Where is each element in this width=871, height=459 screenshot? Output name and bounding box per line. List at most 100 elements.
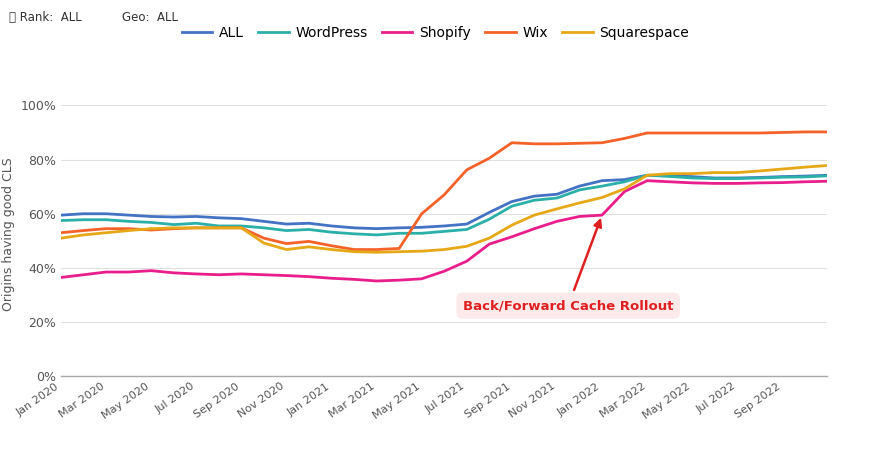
Wix <box>124 226 134 231</box>
WordPress <box>597 183 607 189</box>
Squarespace <box>665 171 675 176</box>
ALL <box>304 220 314 226</box>
Shopify <box>800 179 810 185</box>
Squarespace <box>462 244 472 249</box>
Squarespace <box>213 225 224 230</box>
Squarespace <box>484 235 495 241</box>
Squarespace <box>236 225 246 230</box>
Shopify <box>56 274 66 280</box>
Squarespace <box>281 247 292 252</box>
Shopify <box>236 271 246 277</box>
Shopify <box>665 179 675 185</box>
ALL <box>574 183 584 189</box>
Shopify <box>191 271 201 277</box>
ALL <box>101 211 111 217</box>
WordPress <box>259 225 269 230</box>
Wix <box>597 140 607 146</box>
ALL <box>236 216 246 221</box>
Squarespace <box>619 186 630 191</box>
Shopify <box>777 180 787 185</box>
ALL <box>78 211 89 217</box>
Wix <box>416 211 427 217</box>
ALL <box>416 224 427 230</box>
ALL <box>213 215 224 221</box>
Wix <box>710 130 720 136</box>
Wix <box>530 141 540 146</box>
ALL <box>484 210 495 215</box>
Shopify <box>327 275 337 281</box>
Wix <box>507 140 517 146</box>
Shopify <box>754 180 765 185</box>
Squarespace <box>348 249 359 254</box>
Squarespace <box>777 166 787 172</box>
Wix <box>168 226 179 231</box>
Shopify <box>710 181 720 186</box>
Wix <box>371 247 381 252</box>
WordPress <box>236 223 246 229</box>
WordPress <box>551 195 562 201</box>
Squarespace <box>394 249 404 254</box>
Squarespace <box>416 248 427 254</box>
ALL <box>146 214 157 219</box>
Shopify <box>462 258 472 264</box>
Wix <box>191 225 201 230</box>
Wix <box>619 136 630 141</box>
ALL <box>822 173 833 178</box>
ALL <box>168 214 179 220</box>
Wix <box>439 192 449 197</box>
Wix <box>101 226 111 231</box>
Wix <box>484 156 495 161</box>
WordPress <box>168 222 179 227</box>
Squarespace <box>304 244 314 250</box>
ALL <box>327 223 337 229</box>
Wix <box>213 225 224 230</box>
Shopify <box>78 272 89 278</box>
ALL <box>777 174 787 179</box>
Shopify <box>530 226 540 231</box>
Shopify <box>213 272 224 278</box>
Squarespace <box>642 173 652 178</box>
Shopify <box>574 214 584 219</box>
Wix <box>281 241 292 246</box>
Squarespace <box>124 228 134 233</box>
Squarespace <box>754 168 765 174</box>
Wix <box>822 129 833 134</box>
Squarespace <box>574 200 584 206</box>
Wix <box>551 141 562 146</box>
ALL <box>259 218 269 224</box>
Wix <box>259 235 269 241</box>
ALL <box>439 223 449 229</box>
Text: 📊 Rank:  ALL: 📊 Rank: ALL <box>9 11 82 24</box>
Squarespace <box>327 247 337 252</box>
Squarespace <box>822 163 833 168</box>
Shopify <box>507 234 517 240</box>
WordPress <box>754 175 765 181</box>
ALL <box>754 175 765 180</box>
Squarespace <box>597 195 607 200</box>
WordPress <box>101 217 111 223</box>
Wix <box>574 140 584 146</box>
WordPress <box>394 230 404 236</box>
Shopify <box>304 274 314 280</box>
Squarespace <box>371 250 381 255</box>
Wix <box>732 130 742 136</box>
WordPress <box>484 217 495 222</box>
WordPress <box>304 227 314 232</box>
Wix <box>236 225 246 230</box>
Shopify <box>439 269 449 274</box>
WordPress <box>327 230 337 235</box>
WordPress <box>348 231 359 236</box>
ALL <box>642 173 652 178</box>
WordPress <box>710 176 720 181</box>
Shopify <box>597 213 607 218</box>
ALL <box>800 174 810 179</box>
ALL <box>56 213 66 218</box>
Shopify <box>259 272 269 278</box>
ALL <box>665 173 675 179</box>
ALL <box>394 225 404 230</box>
ALL <box>710 175 720 181</box>
ALL <box>348 225 359 230</box>
Line: Shopify: Shopify <box>61 181 827 281</box>
Squarespace <box>551 206 562 212</box>
Squarespace <box>800 164 810 170</box>
